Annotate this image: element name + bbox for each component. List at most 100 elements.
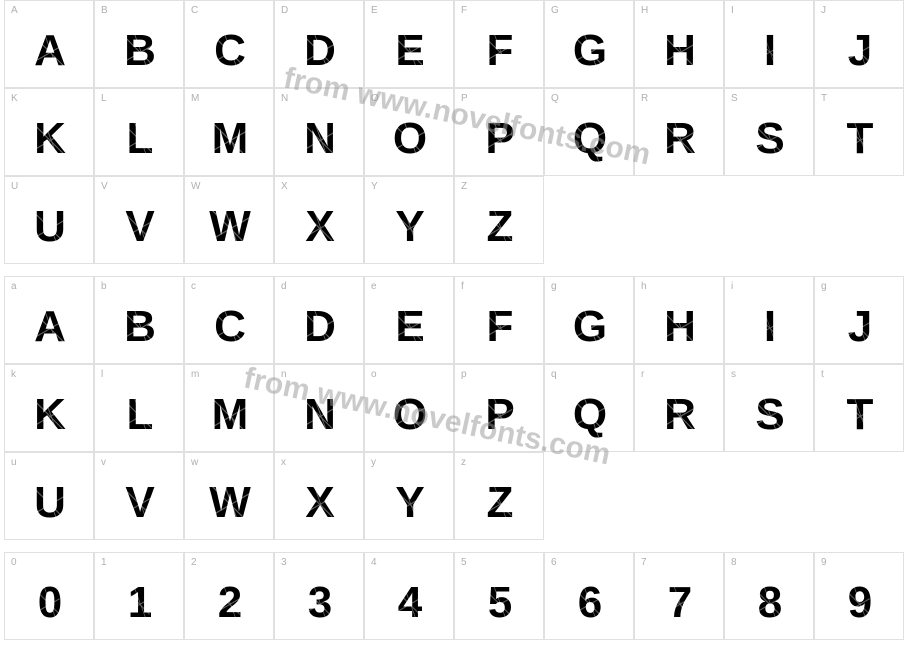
cell-label: a: [11, 281, 17, 292]
font-character-map: AABBCCDDEEFFGGHHIIJJKKLLMMNNOOPPQQRRSSTT…: [0, 0, 911, 640]
cell-glyph: W: [209, 481, 249, 525]
cell-glyph: E: [395, 29, 422, 73]
charmap-cell[interactable]: UU: [4, 176, 94, 264]
charmap-cell[interactable]: 33: [274, 552, 364, 640]
charmap-cell[interactable]: KK: [4, 88, 94, 176]
cell-glyph: S: [755, 117, 782, 161]
cell-label: 3: [281, 557, 287, 568]
charmap-cell[interactable]: oO: [364, 364, 454, 452]
charmap-cell[interactable]: II: [724, 0, 814, 88]
cell-glyph: O: [393, 117, 425, 161]
cell-label: p: [461, 369, 467, 380]
charmap-cell[interactable]: LL: [94, 88, 184, 176]
charmap-cell[interactable]: tT: [814, 364, 904, 452]
charmap-cell[interactable]: AA: [4, 0, 94, 88]
cell-label: 6: [551, 557, 557, 568]
charmap-cell[interactable]: VV: [94, 176, 184, 264]
charmap-cell[interactable]: dD: [274, 276, 364, 364]
charmap-cell[interactable]: hH: [634, 276, 724, 364]
cell-label: 0: [11, 557, 17, 568]
cell-glyph: 9: [848, 581, 870, 625]
charmap-cell[interactable]: GG: [544, 0, 634, 88]
charmap-cell[interactable]: rR: [634, 364, 724, 452]
cell-label: l: [101, 369, 103, 380]
cell-glyph: D: [304, 29, 334, 73]
cell-glyph: P: [485, 393, 512, 437]
cell-glyph: L: [127, 117, 152, 161]
charmap-cell[interactable]: aA: [4, 276, 94, 364]
charmap-cell[interactable]: BB: [94, 0, 184, 88]
charmap-cell[interactable]: OO: [364, 88, 454, 176]
cell-label: i: [731, 281, 733, 292]
charmap-cell[interactable]: cC: [184, 276, 274, 364]
charmap-cell[interactable]: 88: [724, 552, 814, 640]
charmap-cell[interactable]: WW: [184, 176, 274, 264]
charmap-cell[interactable]: xX: [274, 452, 364, 540]
charmap-cell[interactable]: MM: [184, 88, 274, 176]
charmap-cell[interactable]: YY: [364, 176, 454, 264]
cell-label: X: [281, 181, 288, 192]
charmap-cell[interactable]: DD: [274, 0, 364, 88]
cell-label: 1: [101, 557, 107, 568]
cell-glyph: I: [764, 305, 774, 349]
cell-label: H: [641, 5, 648, 16]
charmap-cell[interactable]: wW: [184, 452, 274, 540]
cell-glyph: L: [127, 393, 152, 437]
charmap-cell[interactable]: iI: [724, 276, 814, 364]
cell-label: N: [281, 93, 288, 104]
charmap-cell[interactable]: 44: [364, 552, 454, 640]
charmap-cell[interactable]: PP: [454, 88, 544, 176]
charmap-cell[interactable]: sS: [724, 364, 814, 452]
charmap-cell[interactable]: mM: [184, 364, 274, 452]
charmap-cell[interactable]: nN: [274, 364, 364, 452]
charmap-cell[interactable]: JJ: [814, 0, 904, 88]
cell-glyph: 3: [308, 581, 330, 625]
charmap-cell[interactable]: 55: [454, 552, 544, 640]
cell-label: g: [551, 281, 557, 292]
cell-glyph: N: [304, 117, 334, 161]
charmap-cell[interactable]: XX: [274, 176, 364, 264]
charmap-cell[interactable]: 22: [184, 552, 274, 640]
charmap-cell[interactable]: NN: [274, 88, 364, 176]
charmap-cell[interactable]: fF: [454, 276, 544, 364]
cell-glyph: 0: [38, 581, 60, 625]
section-gap: [0, 264, 911, 276]
cell-glyph: M: [212, 117, 247, 161]
charmap-cell[interactable]: RR: [634, 88, 724, 176]
cell-label: b: [101, 281, 107, 292]
charmap-cell[interactable]: 66: [544, 552, 634, 640]
cell-glyph: G: [573, 305, 605, 349]
charmap-cell[interactable]: gG: [544, 276, 634, 364]
charmap-cell[interactable]: SS: [724, 88, 814, 176]
charmap-cell[interactable]: FF: [454, 0, 544, 88]
charmap-cell[interactable]: HH: [634, 0, 724, 88]
charmap-cell[interactable]: EE: [364, 0, 454, 88]
cell-label: S: [731, 93, 738, 104]
charmap-cell[interactable]: uU: [4, 452, 94, 540]
charmap-cell[interactable]: kK: [4, 364, 94, 452]
charmap-cell[interactable]: gJ: [814, 276, 904, 364]
charmap-cell[interactable]: pP: [454, 364, 544, 452]
cell-glyph: B: [124, 29, 154, 73]
charmap-cell[interactable]: vV: [94, 452, 184, 540]
charmap-cell[interactable]: lL: [94, 364, 184, 452]
charmap-cell[interactable]: yY: [364, 452, 454, 540]
cell-label: 8: [731, 557, 737, 568]
cell-glyph: 5: [488, 581, 510, 625]
cell-label: d: [281, 281, 287, 292]
charmap-cell[interactable]: 00: [4, 552, 94, 640]
cell-label: n: [281, 369, 287, 380]
charmap-cell[interactable]: QQ: [544, 88, 634, 176]
cell-label: u: [11, 457, 17, 468]
charmap-cell[interactable]: TT: [814, 88, 904, 176]
charmap-cell[interactable]: 99: [814, 552, 904, 640]
charmap-cell[interactable]: 11: [94, 552, 184, 640]
cell-glyph: I: [764, 29, 774, 73]
charmap-cell[interactable]: eE: [364, 276, 454, 364]
charmap-cell[interactable]: qQ: [544, 364, 634, 452]
charmap-cell[interactable]: zZ: [454, 452, 544, 540]
charmap-cell[interactable]: 77: [634, 552, 724, 640]
charmap-cell[interactable]: bB: [94, 276, 184, 364]
charmap-cell[interactable]: CC: [184, 0, 274, 88]
charmap-cell[interactable]: ZZ: [454, 176, 544, 264]
